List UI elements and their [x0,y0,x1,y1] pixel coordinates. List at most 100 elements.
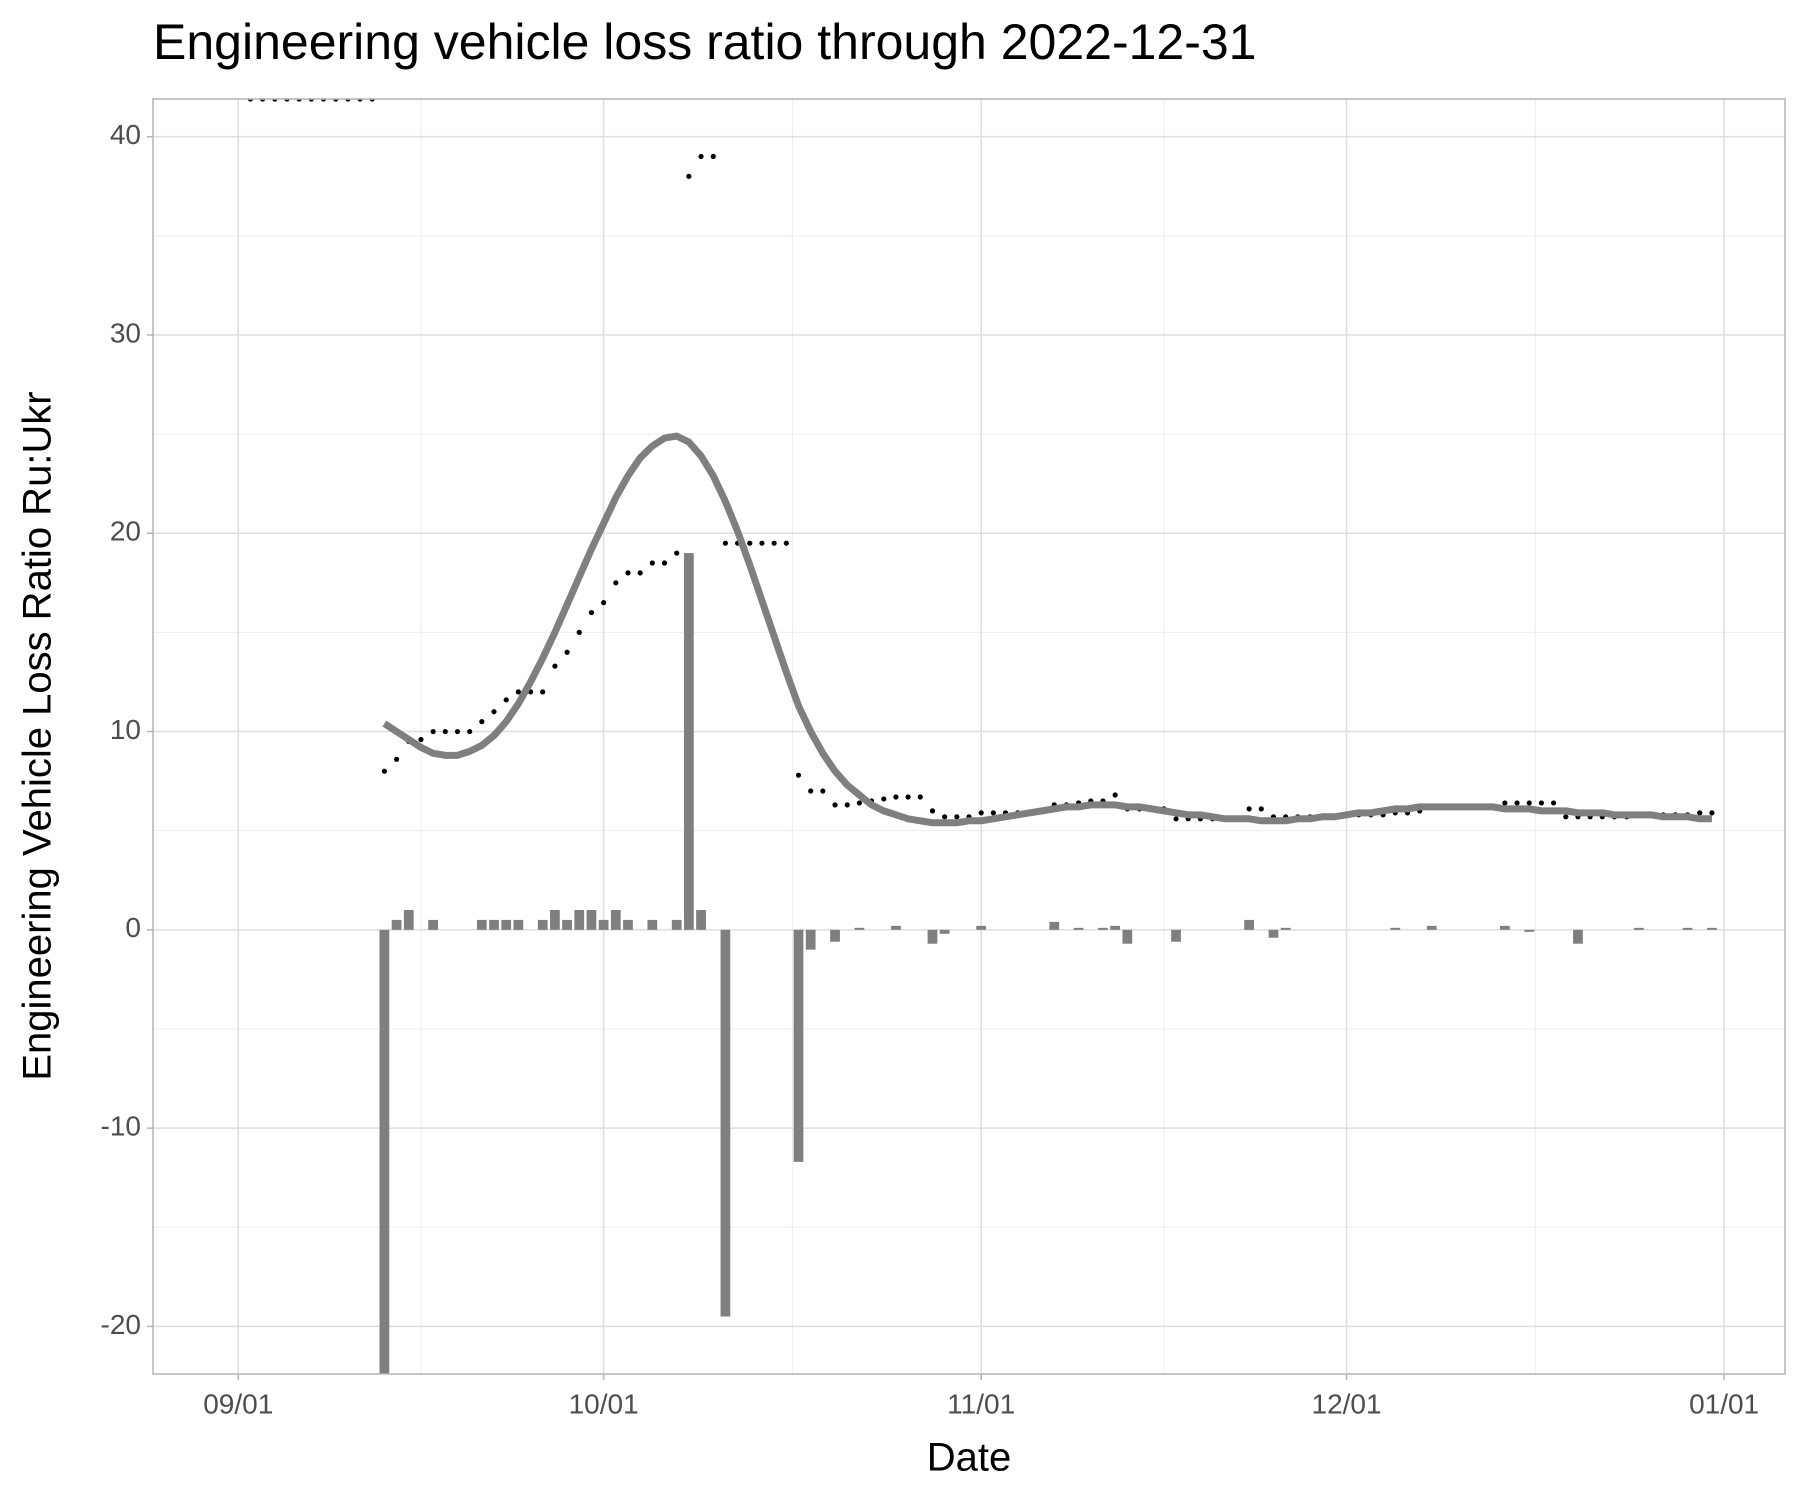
point [917,794,923,800]
point [393,756,400,762]
bar [1524,929,1535,932]
y-tick-label: 0 [125,912,141,943]
bar [537,919,548,930]
point [1514,800,1520,806]
bar [1110,925,1121,930]
bar [927,929,938,944]
bar [805,929,816,950]
point [759,540,765,546]
x-axis-label: Date [927,1436,1012,1480]
bar [574,910,585,930]
point [771,540,777,546]
point [832,802,838,808]
point [893,794,899,800]
panel-border [152,98,1786,1375]
bar [1098,927,1108,930]
x-tick-label: 12/01 [1312,1388,1382,1419]
bar [1390,927,1401,930]
bar [1244,919,1254,930]
point [1112,792,1118,798]
point [722,540,729,546]
point [1246,806,1252,812]
bar [476,919,487,930]
bar [550,910,560,930]
bar [586,910,597,930]
point [747,540,753,546]
bar [720,929,731,1317]
point [515,689,521,695]
point [613,580,619,586]
point [698,153,704,160]
bar [830,929,840,942]
bar [1122,929,1133,944]
point [1502,800,1508,806]
point [430,728,436,735]
bar [1280,927,1291,930]
bar [513,919,524,930]
point [503,697,509,703]
bar [1426,925,1437,930]
point [1563,814,1569,820]
bar [1073,927,1084,930]
bar [1573,929,1583,944]
point [954,814,960,820]
bar [684,553,694,930]
chart-title: Engineering vehicle loss ratio through 2… [153,14,1257,70]
bar [379,929,390,1374]
point [637,570,643,576]
bar [562,919,572,930]
plot-area [247,99,1717,1374]
bar [891,925,901,930]
bar [1633,927,1644,930]
bar [598,919,609,930]
point [552,663,558,669]
point [625,570,631,576]
point [808,788,814,794]
point [856,800,862,806]
y-axis-label: Engineering Vehicle Loss Ratio Ru:Ukr [16,391,60,1080]
point [479,719,485,725]
point [467,728,473,735]
bar [671,919,682,930]
point [1173,816,1179,822]
trend-line [382,432,1712,827]
bar [1500,925,1510,930]
point [1526,800,1532,806]
point [1538,800,1545,806]
point [929,808,936,814]
y-tick-label: 10 [110,714,141,745]
y-tick-label: -20 [101,1309,141,1340]
point [1697,810,1703,816]
bar [489,919,499,930]
point [576,629,582,635]
y-tick-label: 40 [110,119,141,150]
point [418,736,424,743]
bar [1707,927,1717,930]
point [564,649,570,655]
x-tick-label: 01/01 [1689,1388,1759,1419]
bar [391,919,402,930]
point [844,802,850,808]
bar [854,927,865,930]
point [454,728,461,735]
bar [428,919,438,930]
point [795,772,802,778]
point [674,550,680,556]
point [381,768,388,774]
y-tick-label: 20 [110,516,141,547]
y-tick-label: -10 [101,1111,141,1142]
bar [1682,927,1693,930]
point [661,560,668,566]
point [710,153,716,160]
point [601,600,607,606]
point [1258,806,1264,812]
point [491,709,497,715]
x-tick-label: 10/01 [569,1388,639,1419]
point [905,794,911,800]
bar [1171,929,1181,942]
bar [976,925,987,930]
point [1550,800,1557,806]
bar [610,910,621,930]
bar [403,910,414,930]
